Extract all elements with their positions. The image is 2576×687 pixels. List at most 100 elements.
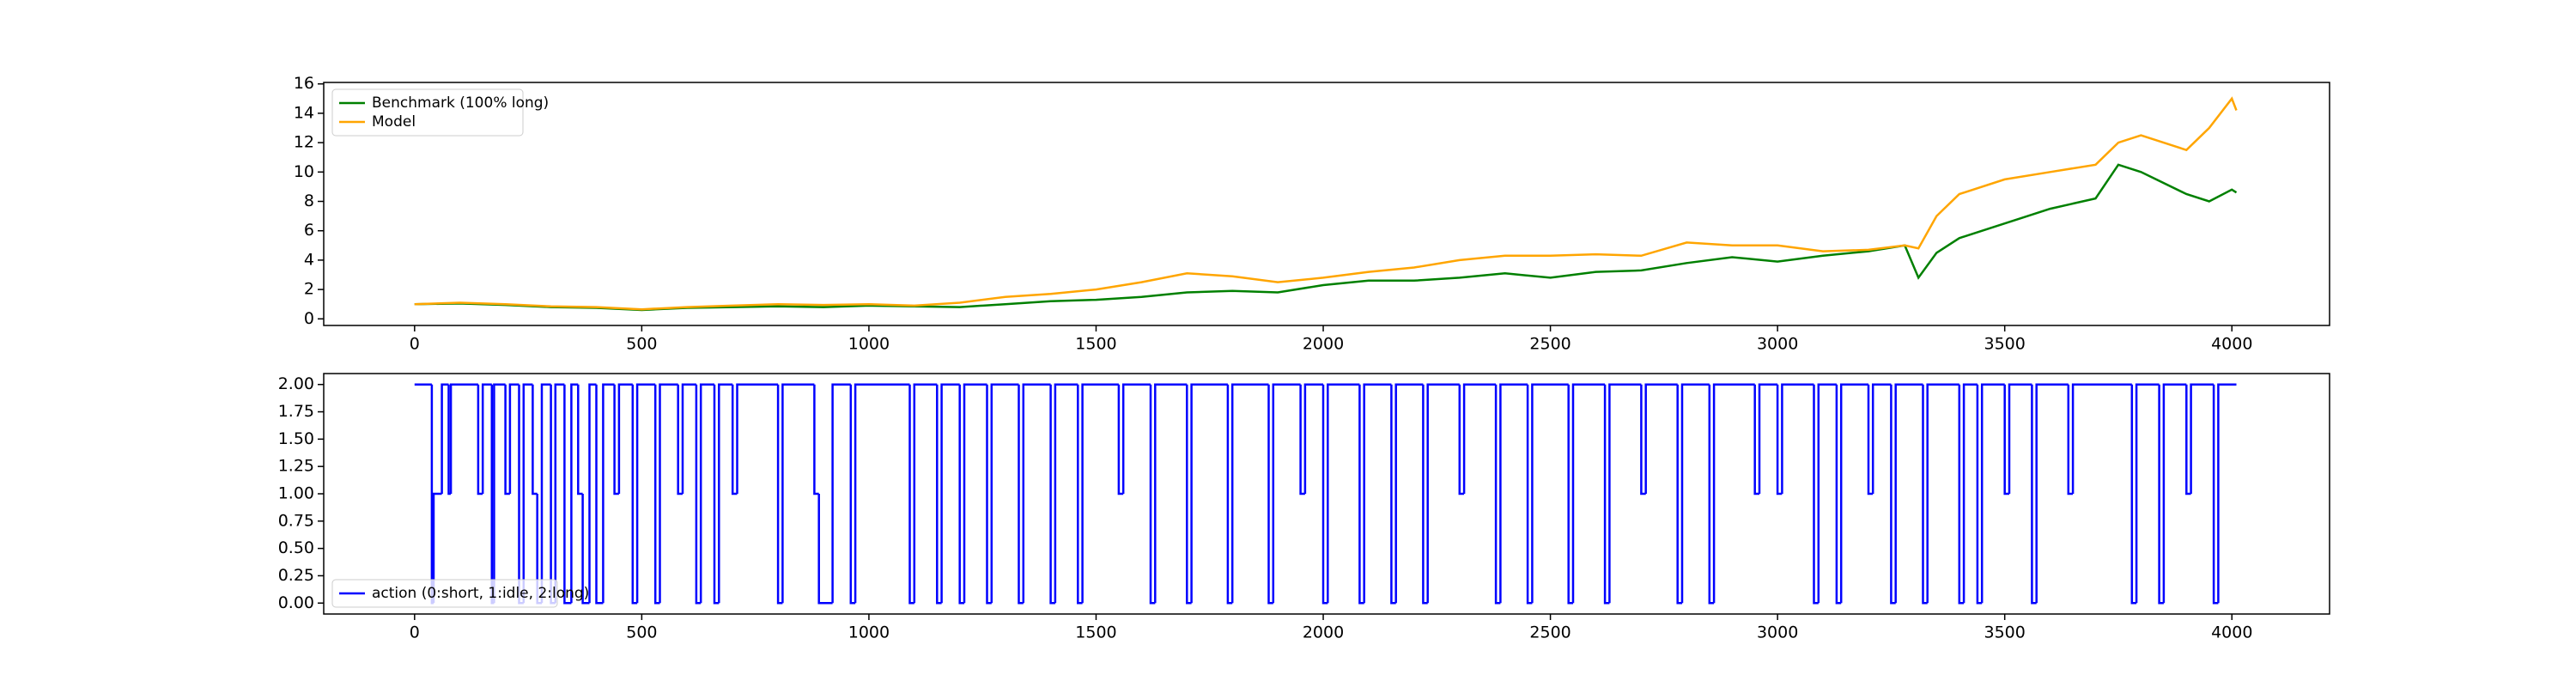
y-tick-label: 0.75 — [278, 511, 314, 530]
step — [713, 384, 720, 605]
step — [1426, 383, 1460, 604]
x-tick-label: 1500 — [1075, 623, 1116, 642]
step — [1640, 384, 1646, 495]
step — [532, 384, 538, 495]
step — [1190, 383, 1228, 604]
step — [1976, 384, 1983, 605]
step — [908, 384, 914, 605]
step — [1226, 384, 1233, 605]
legend-label: Model — [372, 113, 416, 131]
x-tick-label: 4000 — [2211, 623, 2252, 642]
step — [493, 383, 506, 604]
legend-box — [331, 579, 558, 608]
legend: action (0:short, 1:idle, 2:long) — [331, 579, 589, 608]
y-tick-label: 0 — [304, 309, 314, 328]
step — [940, 383, 960, 604]
step — [1299, 384, 1305, 495]
step — [2190, 383, 2215, 494]
step — [1644, 383, 1678, 494]
step — [1926, 383, 1959, 604]
step — [595, 384, 604, 605]
plot — [414, 383, 2237, 605]
step — [1494, 384, 1501, 605]
step — [813, 384, 819, 495]
x-tick-label: 0 — [410, 335, 420, 354]
step — [963, 383, 987, 604]
step — [681, 383, 696, 494]
step — [481, 383, 492, 494]
step — [2008, 383, 2032, 494]
step — [1835, 384, 1842, 605]
step — [2185, 384, 2191, 495]
step — [2003, 384, 2009, 495]
step — [1958, 384, 1965, 605]
step — [1081, 383, 1119, 604]
step — [1894, 383, 1923, 604]
step — [2031, 384, 2037, 605]
step — [831, 383, 851, 604]
y-tick-label: 1.75 — [278, 402, 314, 421]
step — [1603, 384, 1610, 605]
step — [1394, 383, 1424, 604]
step — [2162, 383, 2187, 604]
step — [581, 494, 590, 605]
axes: 0 500 1000 1500 2000 2500 3000 3500 4000 0.00 0.25… — [278, 374, 2253, 641]
step — [1608, 383, 1642, 604]
step — [1867, 384, 1874, 495]
step — [1676, 384, 1682, 605]
y-tick-label: 16 — [294, 74, 314, 93]
step — [504, 384, 510, 495]
step — [1321, 384, 1328, 605]
step — [1154, 383, 1188, 604]
step — [1422, 384, 1428, 605]
step — [1462, 383, 1497, 494]
step — [540, 383, 551, 604]
step — [602, 383, 615, 604]
step — [718, 383, 733, 604]
y-tick-label: 0.50 — [278, 538, 314, 557]
line — [414, 96, 2238, 311]
y-tick-label: 10 — [294, 162, 314, 181]
step — [613, 384, 619, 495]
axes-frame — [323, 82, 2330, 326]
x-tick-label: 0 — [410, 623, 420, 642]
step — [1149, 384, 1156, 605]
step — [1186, 384, 1192, 605]
step — [913, 383, 938, 604]
x-tick-label: 1000 — [848, 335, 890, 354]
step — [936, 384, 942, 605]
step — [1531, 383, 1569, 604]
y-tick-label: 14 — [294, 103, 314, 122]
step — [2135, 383, 2160, 604]
step — [776, 384, 783, 605]
step — [477, 384, 483, 495]
x-tick-label: 3000 — [1757, 335, 1798, 354]
step — [1758, 383, 1778, 494]
step — [1567, 384, 1573, 605]
step — [1121, 383, 1151, 494]
step — [449, 383, 478, 494]
y-tick-label: 8 — [304, 192, 314, 210]
step — [1753, 384, 1759, 495]
x-tick-label: 1500 — [1075, 335, 1116, 354]
step — [1049, 384, 1055, 605]
step — [1363, 383, 1392, 604]
legend-box — [331, 88, 524, 137]
y-tick-label: 12 — [294, 133, 314, 152]
step — [781, 383, 815, 604]
step — [1839, 383, 1868, 604]
step — [695, 384, 702, 605]
step — [2071, 383, 2132, 494]
step — [1022, 383, 1051, 604]
step — [990, 383, 1019, 604]
y-tick-label: 1.50 — [278, 429, 314, 448]
step — [1327, 383, 1360, 604]
step — [659, 383, 678, 604]
step — [2217, 383, 2237, 604]
step — [849, 384, 856, 605]
step — [617, 383, 633, 494]
step — [1303, 383, 1323, 494]
step — [653, 384, 660, 605]
step — [2212, 384, 2219, 605]
